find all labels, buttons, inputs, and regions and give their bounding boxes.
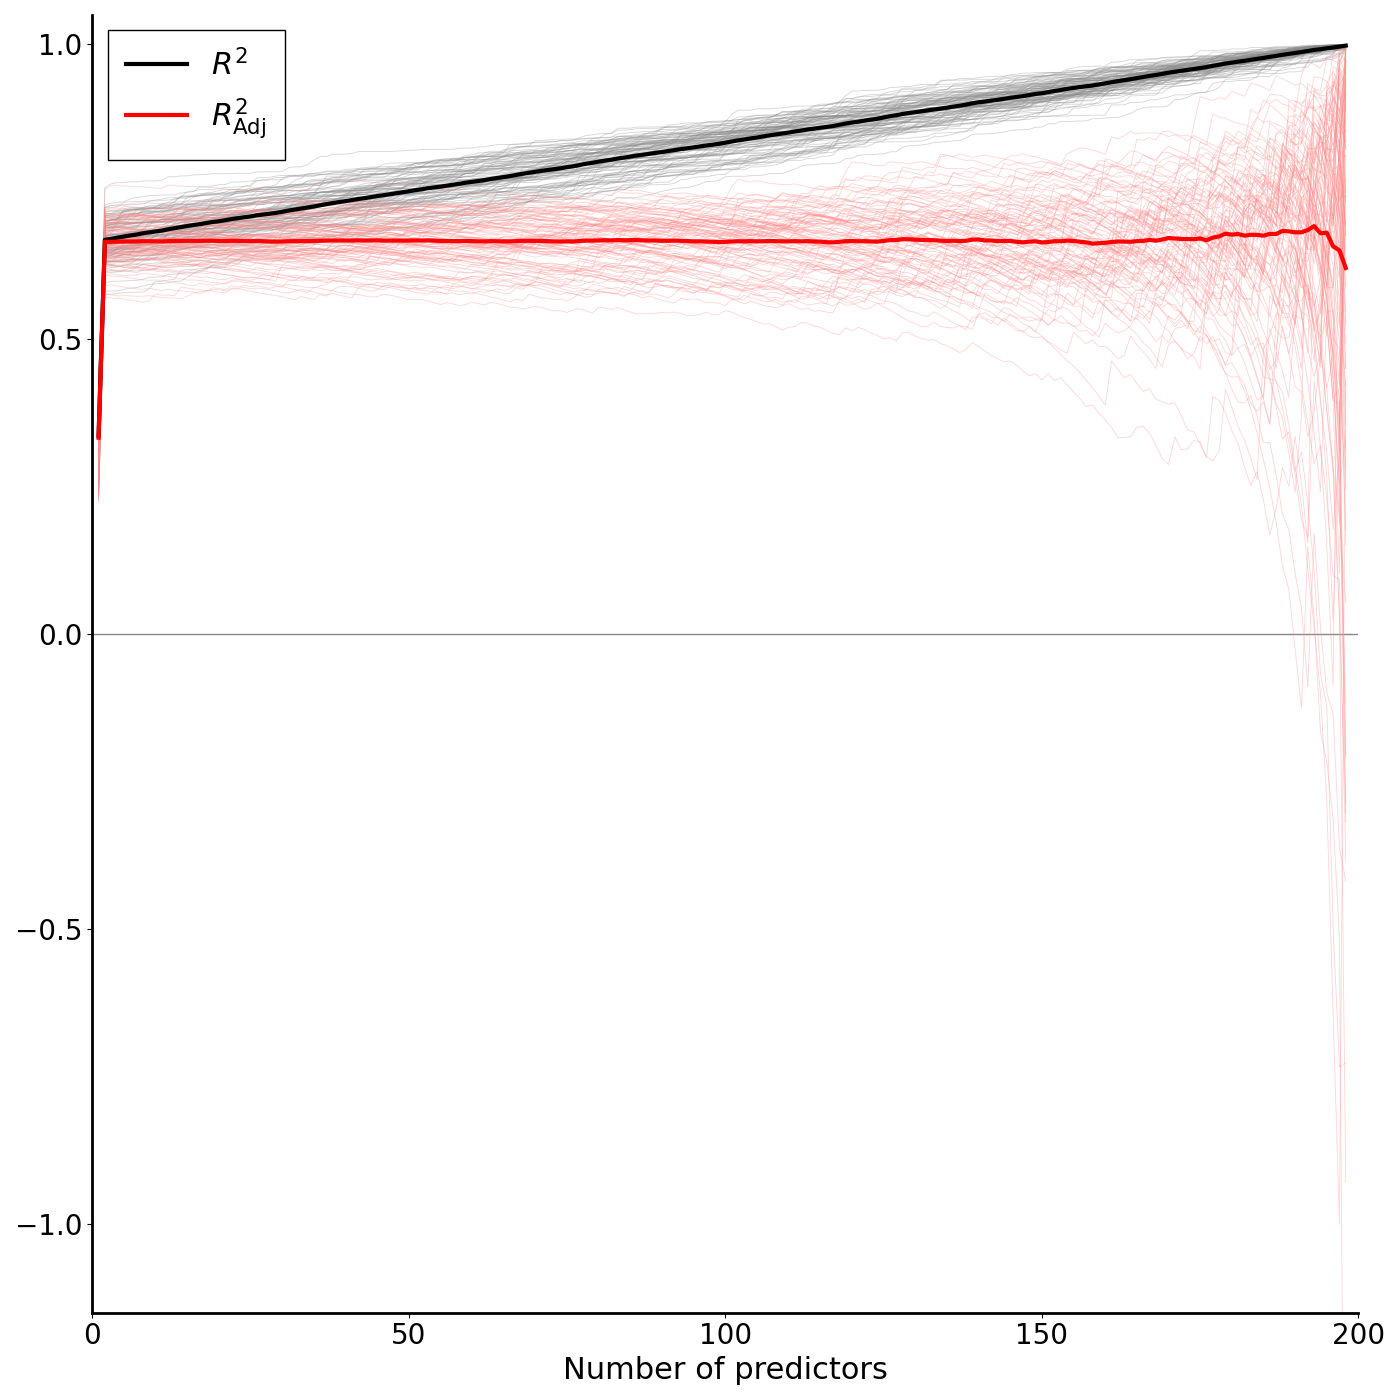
X-axis label: Number of predictors: Number of predictors	[563, 1357, 888, 1385]
Legend: $R^2$, $R^2_{\mathrm{Adj}}$: $R^2$, $R^2_{\mathrm{Adj}}$	[108, 31, 286, 160]
